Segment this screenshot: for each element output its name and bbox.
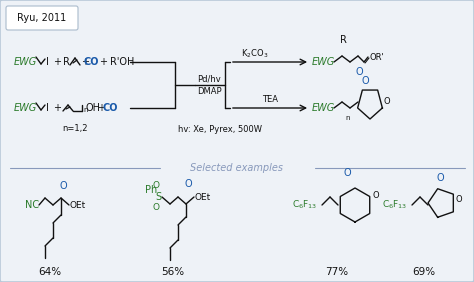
Text: O: O [384, 96, 391, 105]
FancyBboxPatch shape [6, 6, 78, 30]
Text: +: + [97, 103, 105, 113]
Text: n: n [83, 107, 88, 113]
Text: O: O [343, 168, 351, 178]
Text: S: S [155, 192, 161, 202]
Text: hv: Xe, Pyrex, 500W: hv: Xe, Pyrex, 500W [178, 125, 262, 135]
Text: I: I [46, 103, 49, 113]
Text: n: n [345, 115, 349, 121]
Text: 64%: 64% [38, 267, 62, 277]
Text: Selected examples: Selected examples [191, 163, 283, 173]
Text: CO: CO [102, 103, 118, 113]
Text: CO: CO [83, 57, 99, 67]
Text: Ryu, 2011: Ryu, 2011 [18, 13, 67, 23]
Text: Ph: Ph [145, 185, 157, 195]
Text: OH: OH [86, 103, 101, 113]
Text: C$_6$F$_{13}$: C$_6$F$_{13}$ [292, 199, 318, 211]
Text: +: + [53, 57, 61, 67]
Text: OEt: OEt [70, 201, 86, 210]
Text: OR': OR' [370, 54, 385, 63]
Text: R'OH: R'OH [110, 57, 134, 67]
Text: O: O [373, 191, 380, 199]
Text: R: R [340, 35, 347, 45]
Text: C$_6$F$_{13}$: C$_6$F$_{13}$ [382, 199, 407, 211]
Text: EWG: EWG [14, 57, 37, 67]
Text: +: + [99, 57, 107, 67]
Text: O: O [59, 181, 67, 191]
Text: EWG: EWG [14, 103, 37, 113]
Text: TEA: TEA [262, 96, 278, 105]
Text: O: O [436, 173, 444, 183]
Text: EWG: EWG [312, 57, 335, 67]
Text: 69%: 69% [412, 267, 436, 277]
Text: O: O [153, 202, 160, 212]
Text: O: O [456, 195, 463, 204]
Text: NC: NC [25, 200, 39, 210]
Text: R: R [63, 57, 70, 67]
Text: 56%: 56% [162, 267, 184, 277]
Text: 77%: 77% [326, 267, 348, 277]
Text: O: O [355, 67, 363, 77]
Text: OEt: OEt [195, 193, 211, 202]
Text: n=1,2: n=1,2 [62, 124, 88, 133]
Text: O: O [153, 182, 160, 191]
Text: DMAP: DMAP [197, 87, 222, 96]
Text: O: O [184, 179, 192, 189]
Text: I: I [46, 57, 49, 67]
Text: EWG: EWG [312, 103, 335, 113]
Text: Pd/hv: Pd/hv [197, 74, 221, 83]
Text: O: O [361, 76, 369, 86]
Text: K$_2$CO$_3$: K$_2$CO$_3$ [241, 48, 269, 60]
Text: +: + [53, 103, 61, 113]
Text: +: + [81, 57, 89, 67]
